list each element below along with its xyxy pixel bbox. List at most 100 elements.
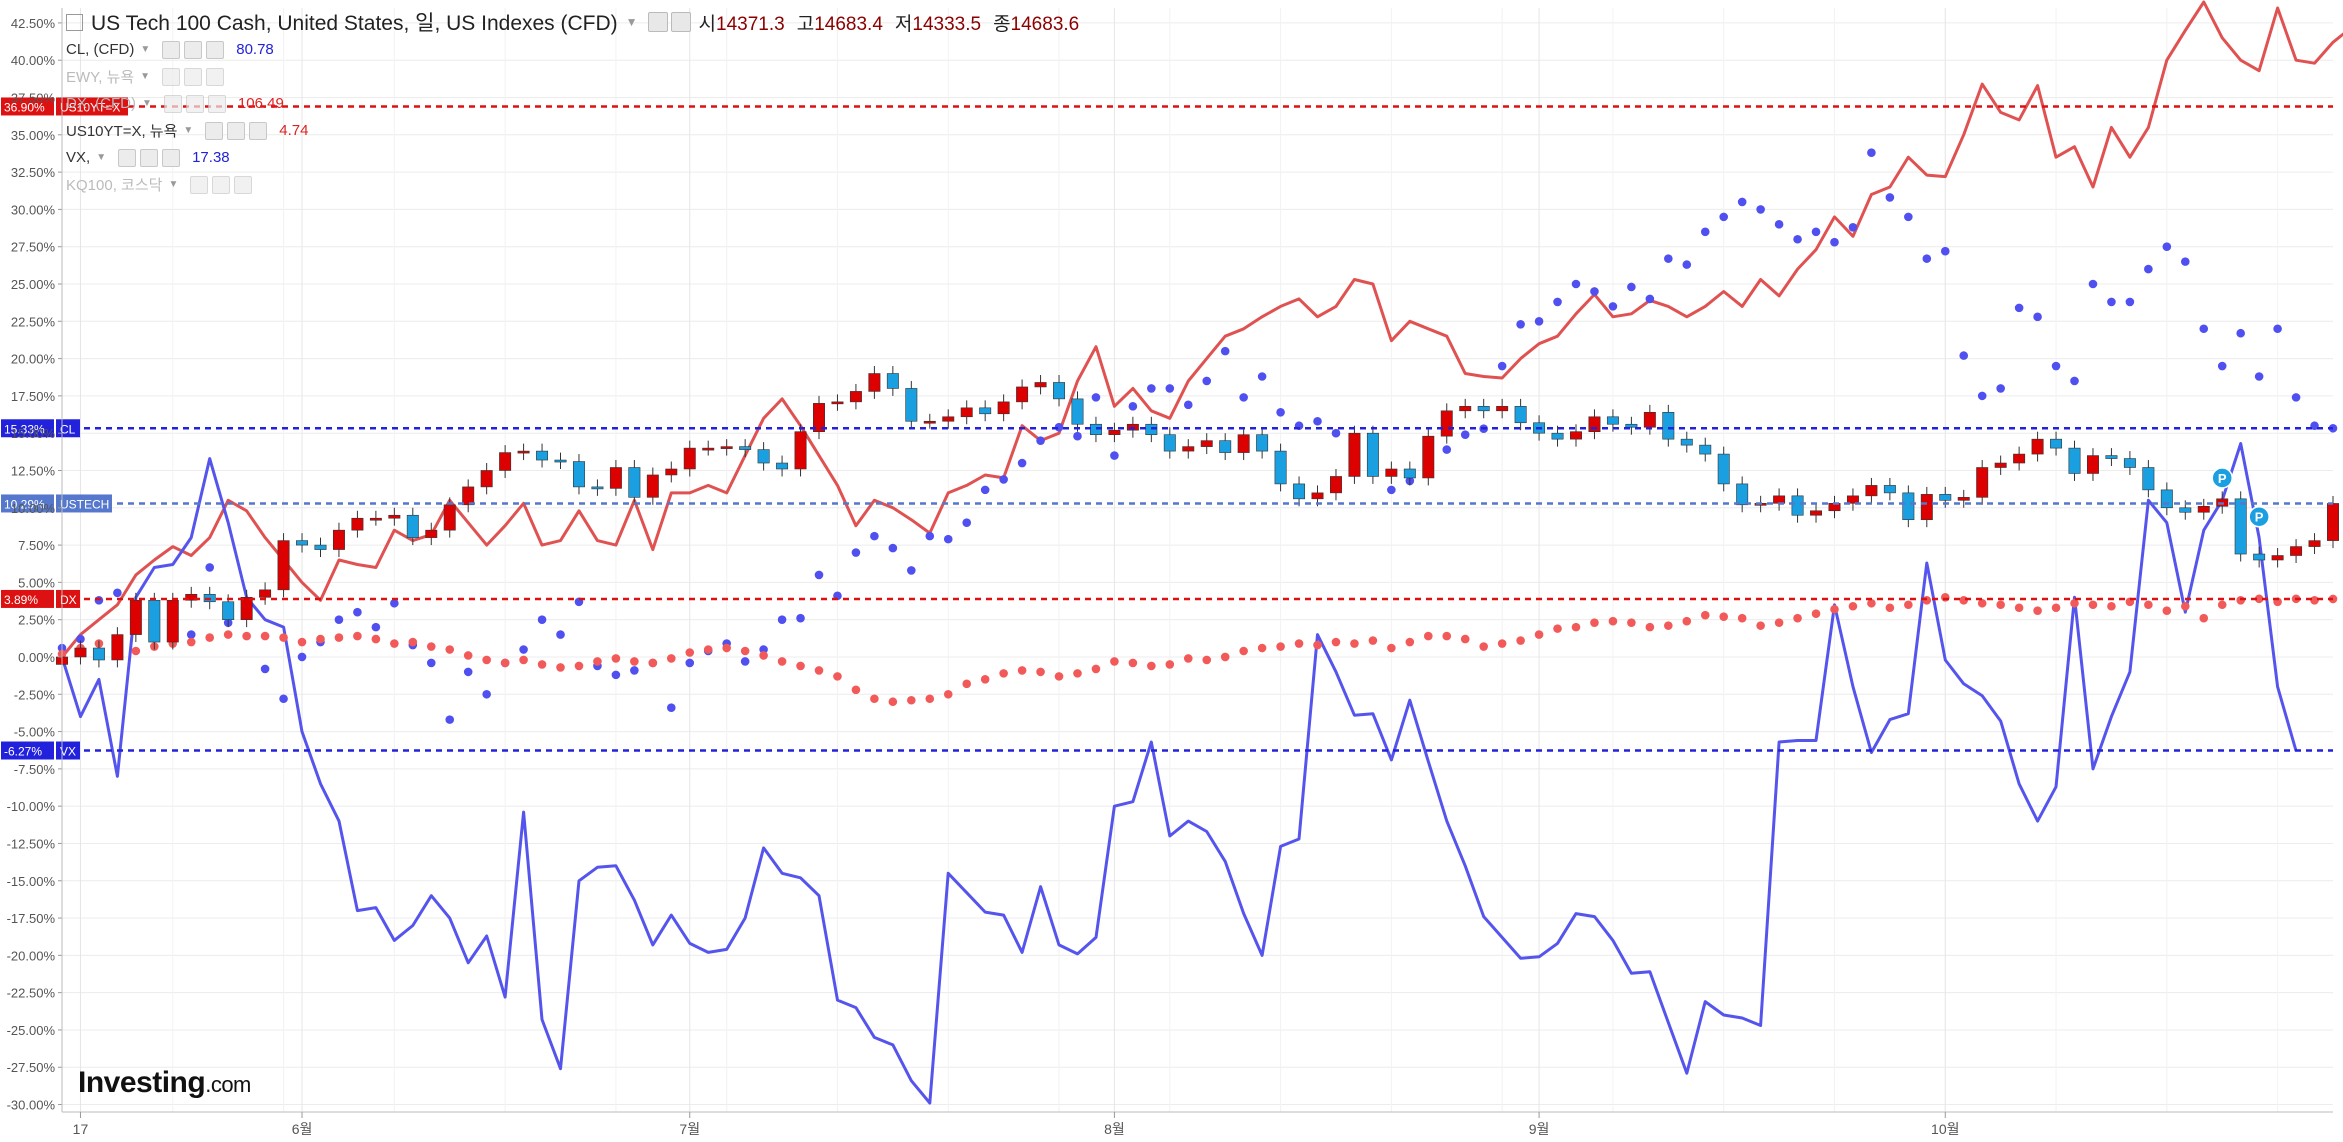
chevron-down-icon[interactable]: ▼: [142, 98, 152, 109]
series-controls[interactable]: [162, 40, 225, 59]
eye-icon[interactable]: [647, 12, 668, 32]
close-icon[interactable]: [206, 67, 225, 86]
series-dot-dx: [1959, 595, 1969, 605]
legend-series-name: EWY, 뉴욕: [66, 69, 135, 86]
series-dot-dx: [1682, 616, 1692, 626]
series-dot-dx: [334, 633, 344, 642]
series-dot-cl: [962, 518, 972, 528]
chevron-down-icon[interactable]: ▼: [140, 71, 151, 82]
close-icon[interactable]: [207, 94, 226, 113]
hline-name-box: [56, 97, 128, 116]
series-dot-cl: [1553, 297, 1562, 307]
series-dot-dx: [1110, 657, 1119, 666]
series-dot-dx: [1017, 666, 1027, 675]
chevron-down-icon[interactable]: ▼: [168, 179, 179, 190]
legend-row[interactable]: EWY, 뉴욕 ▼: [66, 63, 1091, 90]
series-dot-dx: [666, 654, 676, 663]
legend-row[interactable]: CL, (CFD) ▼ 80.78: [66, 36, 1091, 63]
ohlc-high: 고14683.4: [796, 13, 883, 35]
settings-icon[interactable]: [212, 175, 231, 194]
y-tick-label: -10.00%: [7, 799, 56, 814]
series-dot-dx: [759, 651, 768, 660]
legend-main-row[interactable]: US Tech 100 Cash, United States, 일, US I…: [66, 8, 1091, 36]
series-controls[interactable]: [118, 148, 181, 167]
series-dot-dx: [999, 669, 1008, 678]
close-icon[interactable]: [249, 121, 268, 140]
collapse-icon[interactable]: [66, 13, 83, 31]
series-controls[interactable]: [190, 175, 253, 194]
series-dot-cl: [1110, 451, 1119, 460]
candle-body: [1717, 453, 1730, 485]
settings-icon[interactable]: [185, 94, 204, 113]
eye-icon[interactable]: [162, 67, 181, 86]
series-dot-cl: [1664, 254, 1673, 263]
settings-icon[interactable]: [184, 67, 203, 86]
hline-value: -6.27%: [4, 745, 42, 759]
chevron-down-icon[interactable]: ▼: [140, 44, 151, 55]
candle-body: [942, 416, 955, 422]
candle-body: [1588, 416, 1601, 432]
hline-name: VX: [60, 745, 76, 759]
series-dot-dx: [371, 634, 381, 644]
eye-icon[interactable]: [118, 148, 137, 167]
series-dot-cl: [870, 531, 879, 541]
candle-body: [1366, 432, 1379, 477]
candle-body: [1200, 440, 1213, 447]
series-dot-dx: [205, 633, 215, 642]
series-controls[interactable]: [162, 67, 225, 86]
series-dot-dx: [1460, 634, 1470, 644]
legend-row[interactable]: US10YT=X, 뉴욕 ▼ 4.74: [66, 117, 1091, 144]
settings-icon[interactable]: [227, 121, 246, 140]
candle-body: [1606, 416, 1619, 425]
candle-body: [388, 514, 401, 519]
eye-icon[interactable]: [205, 121, 224, 140]
candle-body: [794, 431, 807, 470]
series-dot-cl: [1036, 436, 1045, 445]
legend-series-value: 4.74: [279, 122, 309, 139]
series-dot-cl: [205, 563, 215, 572]
series-dot-dx: [980, 675, 990, 684]
series-controls[interactable]: [205, 121, 268, 140]
settings-icon[interactable]: [670, 12, 691, 32]
series-dot-cl: [445, 715, 455, 724]
series-dot-cl: [1220, 346, 1230, 356]
eye-icon[interactable]: [162, 40, 181, 59]
settings-icon[interactable]: [140, 148, 159, 167]
hline-label: 3.89% DX: [1, 589, 80, 608]
series-dot-dx: [722, 643, 731, 653]
eye-icon[interactable]: [190, 175, 209, 194]
legend-row[interactable]: KQ100, 코스닥 ▼: [66, 171, 1091, 198]
chevron-down-icon[interactable]: ▼: [96, 152, 107, 163]
candle-body: [1865, 485, 1878, 497]
series-dot-dx: [1331, 637, 1341, 647]
legend-row[interactable]: DX, (CFD) ▼ 106.49: [66, 90, 1091, 117]
close-icon[interactable]: [206, 40, 225, 59]
candle-body: [1699, 444, 1712, 455]
chevron-down-icon[interactable]: ▼: [183, 125, 194, 136]
close-icon[interactable]: [162, 148, 181, 167]
series-dot-cl: [1737, 197, 1747, 207]
series-controls[interactable]: [163, 94, 226, 113]
event-marker-label: P: [2218, 471, 2227, 486]
series-dot-dx: [1239, 646, 1248, 656]
hline-value-box: [1, 589, 54, 608]
candle-body: [1496, 406, 1509, 412]
legend-row[interactable]: VX, ▼ 17.38: [66, 144, 1091, 171]
eye-icon[interactable]: [163, 94, 182, 113]
chevron-down-icon[interactable]: ▼: [625, 15, 638, 29]
series-dot-dx: [1350, 639, 1359, 648]
series-dot-dx: [297, 637, 307, 647]
series-dot-dx: [2014, 603, 2024, 613]
series-dot-cl: [1885, 193, 1895, 202]
candle-body: [1514, 406, 1527, 424]
candle-body: [849, 391, 862, 403]
main-controls[interactable]: [647, 12, 691, 32]
close-icon[interactable]: [234, 175, 253, 194]
series-dot-cl: [814, 570, 824, 580]
series-dot-cl: [2033, 312, 2042, 322]
settings-icon[interactable]: [184, 40, 203, 59]
series-dot-dx: [1368, 636, 1378, 645]
series-dot-dx: [1737, 613, 1747, 623]
candle-body: [2253, 553, 2266, 561]
